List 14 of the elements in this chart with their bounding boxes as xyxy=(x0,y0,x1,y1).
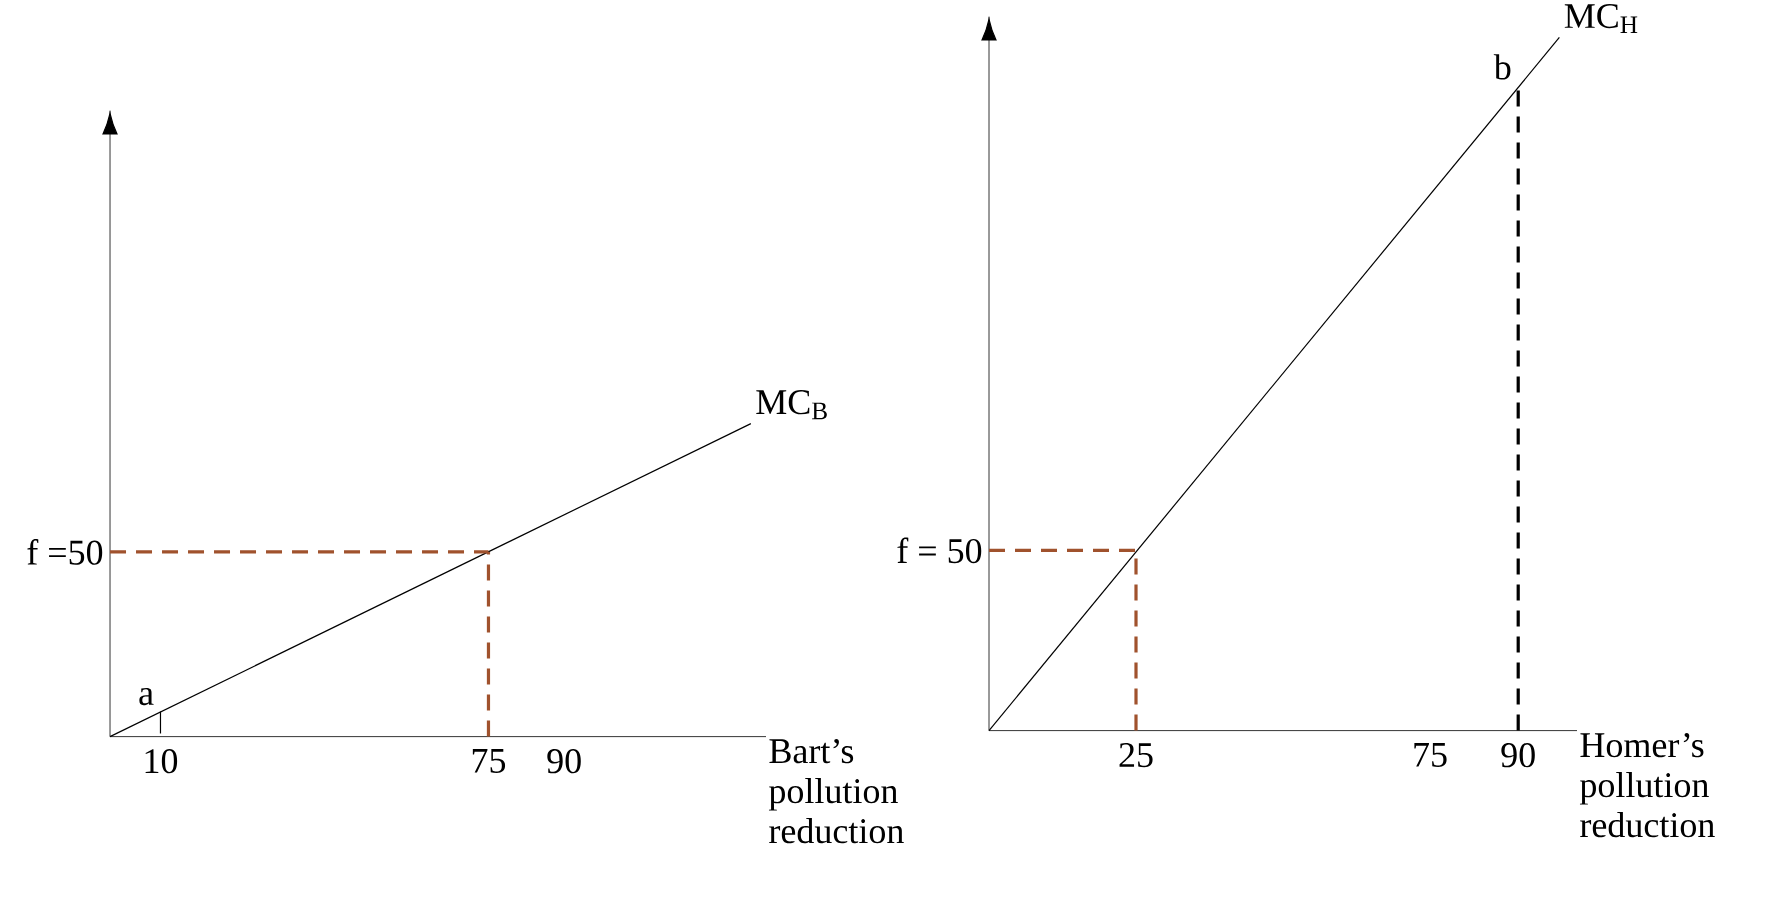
series-label: MC$_{H}$ xyxy=(1564,4,1638,34)
x-axis-title: Bart’s pollution reduction xyxy=(768,739,904,844)
x-tick-label: 25 xyxy=(1119,743,1153,768)
annotation: f = 50 xyxy=(897,537,982,564)
x-tick-label: 10 xyxy=(145,749,178,774)
series-label: MC$_{B}$ xyxy=(756,390,827,420)
annotation: f =50 xyxy=(27,539,103,565)
annotation: a xyxy=(139,688,154,706)
x-axis-title: Homer’s pollution reduction xyxy=(1579,733,1715,838)
annotation: b xyxy=(1493,54,1511,80)
x-tick-label: 90 xyxy=(547,749,581,774)
x-tick-label: 75 xyxy=(1414,743,1447,768)
x-tick-label: 75 xyxy=(472,749,506,774)
x-tick-label: 90 xyxy=(1501,743,1535,768)
